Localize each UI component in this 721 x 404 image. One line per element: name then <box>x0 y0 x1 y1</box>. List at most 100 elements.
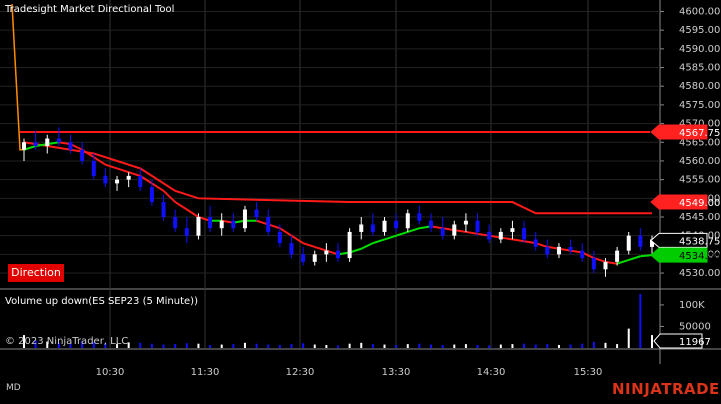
volume-bar <box>464 344 467 348</box>
candle-body <box>289 243 294 255</box>
moving-average-segment <box>93 156 106 166</box>
candle-body <box>242 209 247 229</box>
volume-bar <box>325 344 328 348</box>
moving-average-segment <box>512 238 525 243</box>
volume-bar <box>337 345 339 348</box>
copyright-text: © 2023 NinjaTrader, LLC <box>5 336 129 347</box>
moving-average-segment <box>360 242 374 250</box>
candle-body <box>382 220 387 232</box>
ninjatrader-logo: NINJATRADER <box>612 380 721 398</box>
volume-bar <box>162 344 165 348</box>
moving-average-segment <box>279 227 293 237</box>
price-tick-label: 4560.00 <box>679 156 720 167</box>
moving-average-segment <box>151 182 165 192</box>
candle-body <box>510 228 515 232</box>
candle-body <box>336 250 340 259</box>
candle-body <box>394 220 399 229</box>
volume-bar <box>371 344 374 348</box>
candle-body <box>301 254 306 262</box>
volume-bar <box>488 345 491 348</box>
volume-bar <box>592 341 595 348</box>
volume-bar <box>406 344 409 348</box>
volume-bar <box>441 344 444 348</box>
candle-body <box>533 239 538 247</box>
volume-bar <box>197 343 200 348</box>
volume-bar <box>255 343 258 348</box>
volume-bar <box>104 343 107 348</box>
candle-body <box>591 258 596 270</box>
price-badge <box>650 232 708 248</box>
candle-body <box>650 239 654 247</box>
volume-bar <box>81 341 84 348</box>
price-tick-label: 4580.00 <box>679 81 720 92</box>
moving-average-segment <box>290 234 304 244</box>
price-tick-label: 4555.00 <box>679 175 720 186</box>
volume-bar <box>395 344 398 348</box>
volume-bar <box>313 344 316 348</box>
volume-bar <box>243 342 246 348</box>
price-tick-label: 4565.00 <box>679 137 720 148</box>
volume-bar <box>127 342 130 348</box>
volume-badge-label: 11967 <box>679 337 711 348</box>
candle-body <box>45 138 50 146</box>
candle-body <box>429 220 434 229</box>
volume-bar <box>220 344 223 348</box>
candle-body <box>266 217 271 232</box>
price-badge <box>650 247 708 263</box>
moving-average-segment <box>407 227 420 233</box>
volume-bar <box>639 294 642 348</box>
candle-body <box>103 175 108 184</box>
price-badge-label: 4567.75 <box>679 128 720 139</box>
moving-average-segment <box>395 230 409 237</box>
volume-bar <box>174 344 177 348</box>
candle-body <box>545 246 550 255</box>
candle-body <box>568 246 573 251</box>
volume-panel-title: Volume up down(ES SEP23 (5 Minute)) <box>5 296 198 307</box>
volume-bar <box>453 344 456 348</box>
volume-bar <box>69 343 72 348</box>
candle-body <box>173 217 178 229</box>
price-tick-label: 4545.00 <box>679 212 720 223</box>
direction-indicator: Direction <box>8 264 64 282</box>
candle-body <box>196 217 201 236</box>
volume-bar <box>209 344 212 348</box>
moving-average-segment <box>640 254 653 258</box>
candle-body <box>33 142 38 146</box>
volume-badge <box>653 333 703 349</box>
volume-bar <box>651 335 653 348</box>
price-tick-label: 4595.00 <box>679 25 720 36</box>
candle-body <box>115 179 120 184</box>
candle-body <box>126 175 131 180</box>
volume-bar <box>557 344 560 348</box>
candle-body <box>219 220 224 229</box>
volume-bar <box>476 344 479 348</box>
volume-bar <box>581 343 584 348</box>
volume-bar <box>34 340 37 348</box>
candle-body <box>638 235 643 247</box>
candle-body <box>359 224 364 232</box>
moving-average-segment <box>186 208 199 218</box>
volume-bar <box>185 343 188 348</box>
volume-bar <box>383 344 386 348</box>
volume-bar <box>92 341 95 348</box>
moving-average-segment <box>174 201 188 211</box>
volume-bar <box>116 344 119 348</box>
candle-body <box>277 231 282 244</box>
price-tick-label: 4530.00 <box>679 268 720 279</box>
volume-bar <box>418 343 421 348</box>
price-badge-label: 4538.75 <box>679 236 720 247</box>
trailing-stop-line <box>23 141 652 215</box>
moving-average-segment <box>105 163 118 170</box>
volume-bar <box>627 328 630 348</box>
volume-bar <box>150 343 153 348</box>
candle-body <box>475 220 480 232</box>
candle-body <box>138 175 143 188</box>
moving-average-segment <box>384 234 397 241</box>
candle-body <box>80 149 85 161</box>
candle-body <box>347 231 352 259</box>
volume-bar <box>302 343 305 348</box>
candle-body <box>324 250 329 255</box>
moving-average-segment <box>465 230 478 235</box>
